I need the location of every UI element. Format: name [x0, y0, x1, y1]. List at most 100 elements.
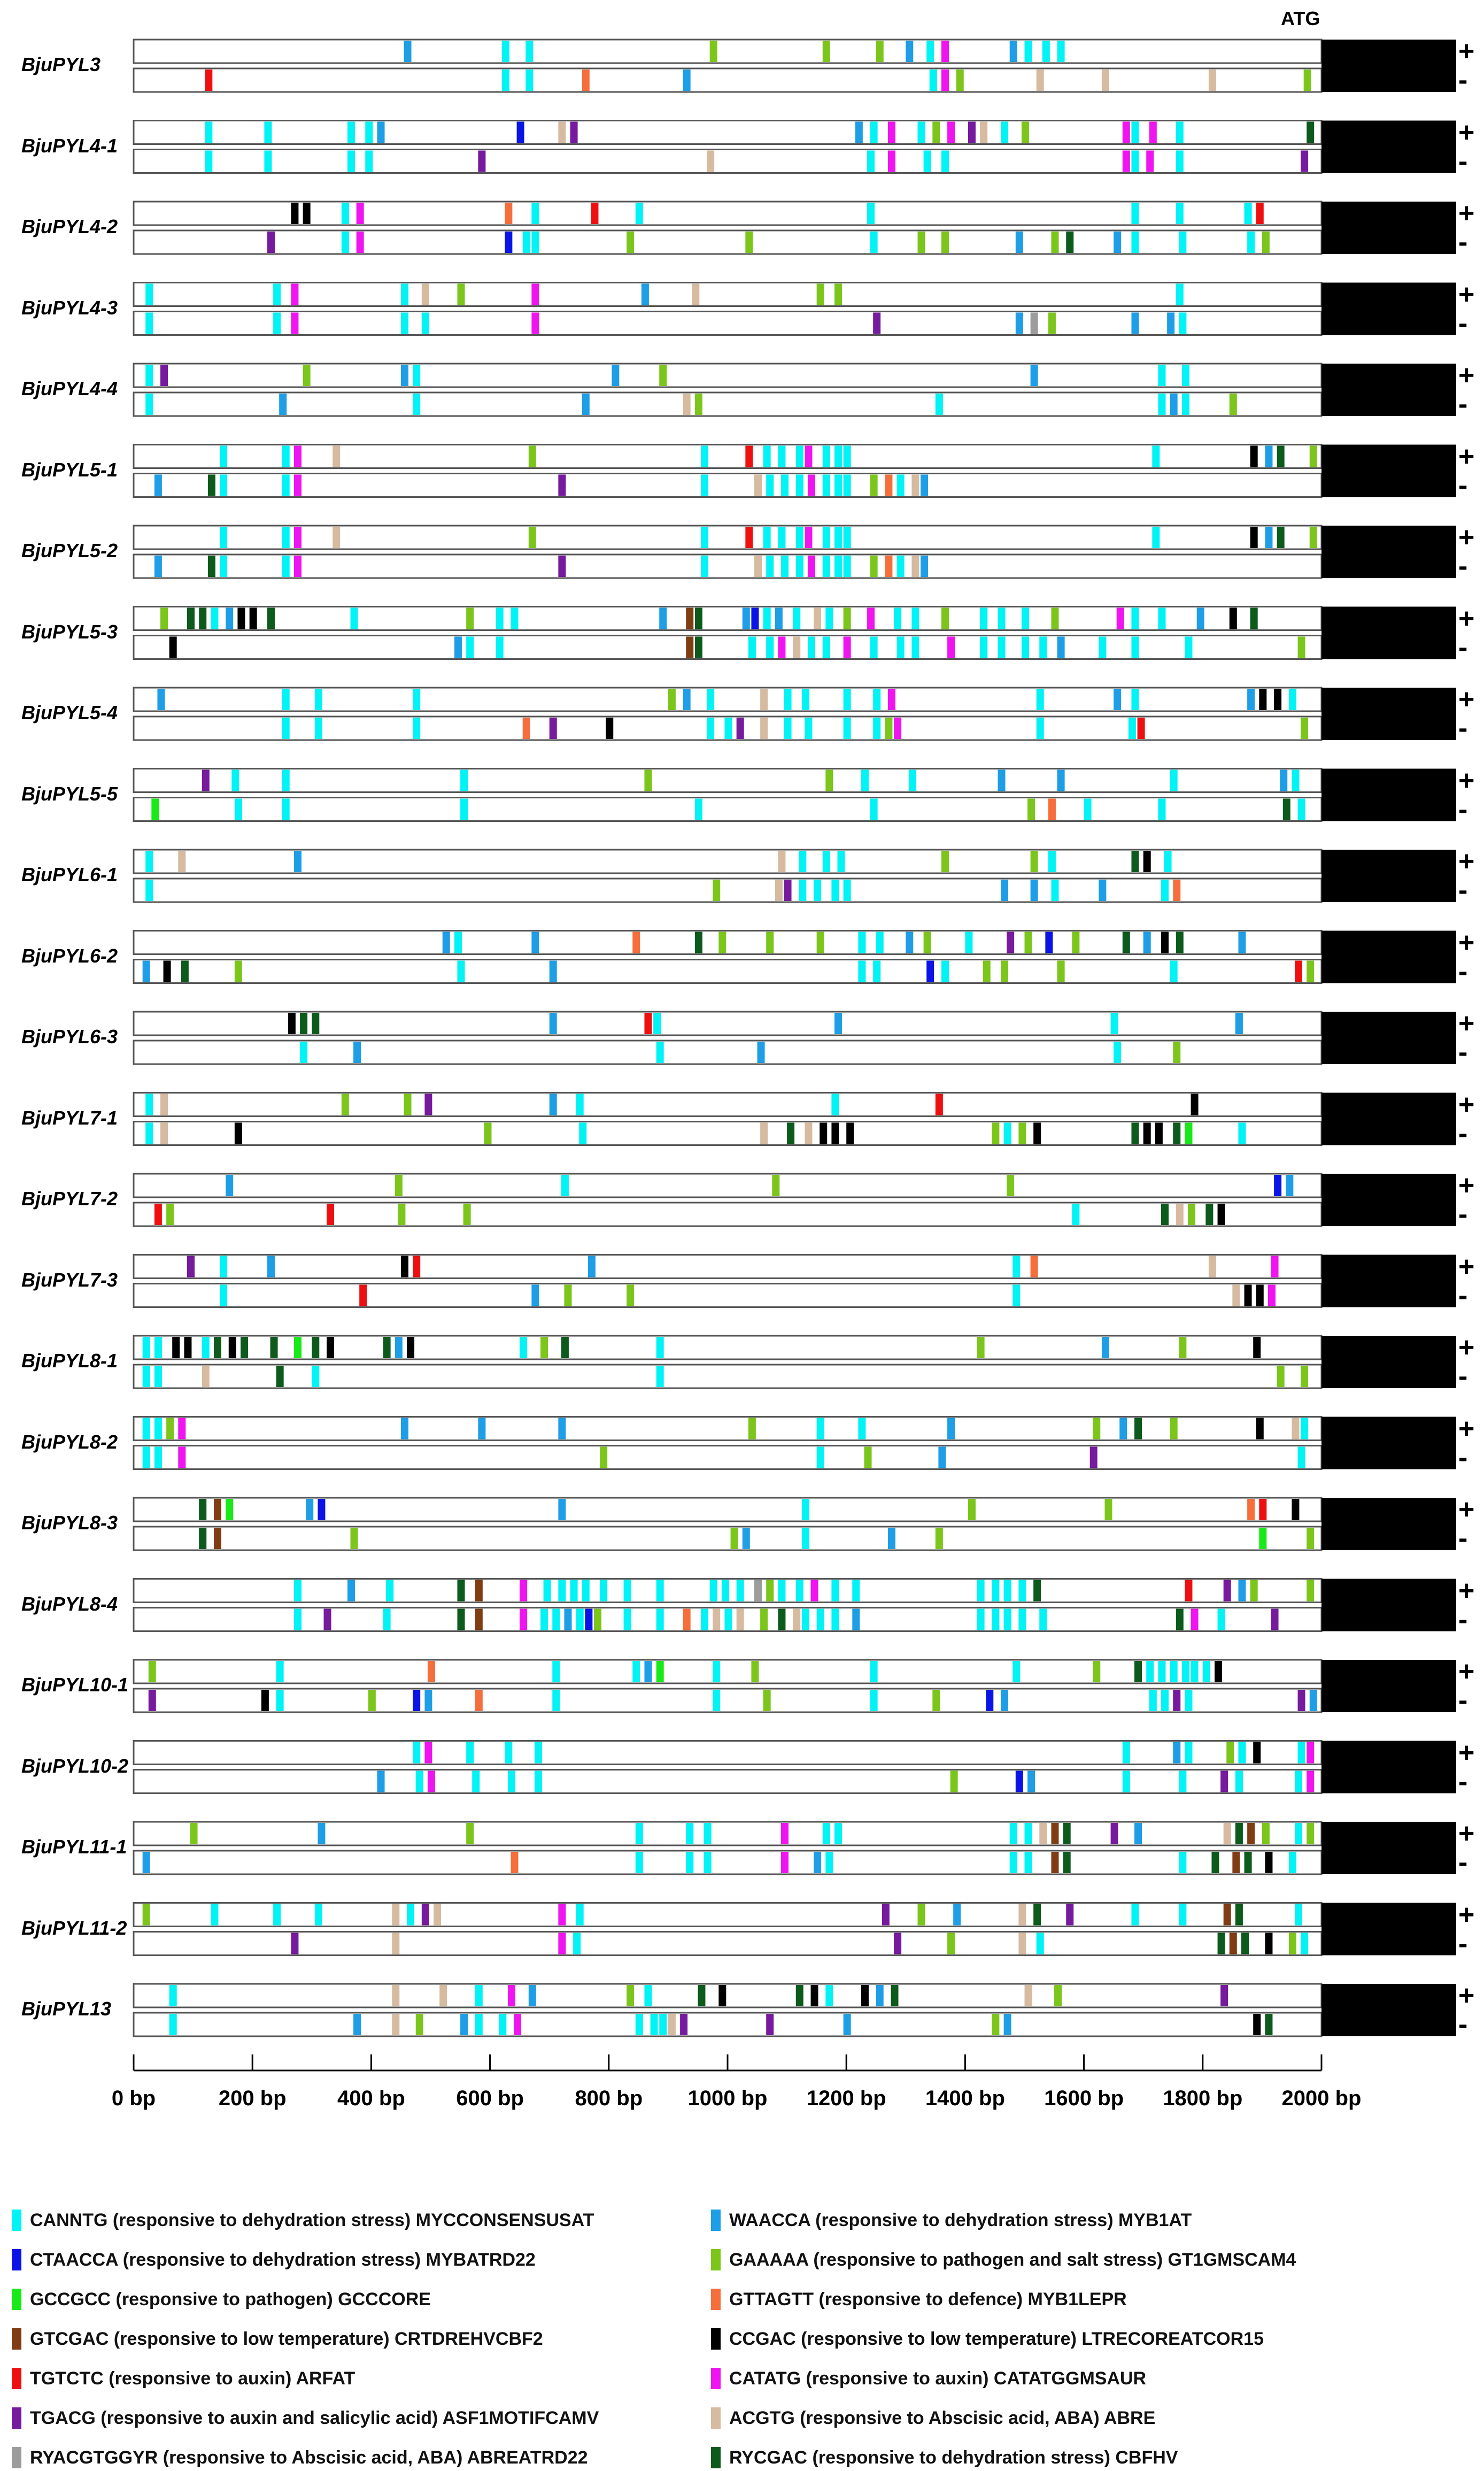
- x-axis-tick-label: 0 bp: [111, 2087, 156, 2110]
- motif-myb1-mark: [400, 1418, 408, 1440]
- motif-gt1-mark: [404, 1094, 412, 1115]
- motif-cbf-mark: [383, 1337, 391, 1358]
- motif-myc-mark: [822, 445, 830, 467]
- plus-strand-bar: [133, 1254, 1323, 1279]
- motif-myc-mark: [531, 203, 539, 224]
- motif-gt1-mark: [1072, 932, 1080, 953]
- motif-myc-mark: [635, 1823, 643, 1844]
- motif-myb1-mark: [659, 607, 667, 629]
- motif-myc-mark: [231, 769, 239, 791]
- motif-crt-mark: [475, 1608, 483, 1630]
- motif-myba-mark: [751, 607, 759, 629]
- motif-asf-mark: [478, 150, 486, 172]
- motif-myb1-mark: [1057, 769, 1065, 791]
- motif-myc-mark: [1024, 41, 1032, 62]
- motif-gt1-mark: [1307, 1528, 1315, 1549]
- motif-gt1-mark: [1262, 1823, 1270, 1844]
- motif-cbf-mark: [312, 1013, 320, 1034]
- motif-myc-mark: [552, 1661, 560, 1682]
- motif-gt1-mark: [1309, 445, 1317, 467]
- minus-strand-bar: [133, 1931, 1323, 1956]
- motif-cat-mark: [293, 556, 302, 577]
- x-axis-tick-label: 1600 bp: [1044, 2087, 1124, 2110]
- motif-asf-mark: [1007, 932, 1015, 953]
- motif-myc-mark: [795, 527, 803, 548]
- motif-myc-mark: [413, 689, 421, 710]
- atg-coding-block: [1321, 40, 1456, 92]
- motif-myc-mark: [1018, 1580, 1026, 1602]
- motif-myc-mark: [142, 1366, 150, 1387]
- motif-crt-mark: [686, 636, 694, 658]
- motif-myc-mark: [1179, 1852, 1187, 1873]
- motif-cbf-mark: [561, 1337, 569, 1358]
- legend-text: WAACCA (responsive to dehydration stress…: [729, 2210, 1192, 2230]
- motif-cat-mark: [947, 121, 955, 143]
- motif-cbf-mark: [694, 607, 702, 629]
- motif-myc-mark: [834, 1823, 842, 1844]
- minus-strand-sign: -: [1458, 956, 1468, 987]
- motif-myc-mark: [1039, 1608, 1047, 1630]
- motif-myc-mark: [926, 41, 934, 62]
- plus-strand-sign: +: [1458, 279, 1475, 310]
- motif-myc-mark: [600, 1580, 608, 1602]
- motif-myc-mark: [145, 1094, 153, 1115]
- motif-gt1-mark: [822, 41, 830, 62]
- motif-cat-mark: [1271, 1256, 1279, 1277]
- motif-myb1-mark: [1238, 1580, 1246, 1602]
- motif-gt1-mark: [627, 1284, 635, 1306]
- motif-asf-mark: [558, 556, 566, 577]
- motif-abre-mark: [333, 527, 341, 548]
- atg-coding-block: [1321, 1336, 1456, 1388]
- motif-abre-mark: [668, 2014, 676, 2035]
- atg-coding-block: [1321, 606, 1456, 659]
- legend-text: GCCGCC (responsive to pathogen) GCCCORE: [30, 2289, 431, 2310]
- motif-myc-mark: [1297, 1446, 1305, 1468]
- legend-text: RYCGAC (responsive to dehydration stress…: [729, 2447, 1178, 2468]
- motif-gt1-mark: [968, 1499, 976, 1520]
- minus-strand-bar: [133, 553, 1323, 579]
- motif-myc-mark: [1018, 1608, 1026, 1630]
- x-axis-tick-label: 600 bp: [456, 2087, 524, 2110]
- motif-myc-mark: [1048, 851, 1056, 872]
- minus-strand-bar: [133, 959, 1323, 984]
- motif-abre-mark: [1223, 1823, 1231, 1844]
- motif-myb1-mark: [353, 2014, 361, 2035]
- motif-gt1-mark: [1173, 1042, 1181, 1063]
- motif-cat-mark: [178, 1418, 186, 1440]
- plus-strand-bar: [133, 39, 1323, 64]
- x-axis-tick-label: 1400 bp: [925, 2087, 1005, 2110]
- plus-strand-sign: +: [1458, 1332, 1475, 1363]
- minus-strand-sign: -: [1458, 145, 1468, 177]
- motif-cbf-mark: [213, 1337, 221, 1358]
- motif-asf-mark: [187, 1256, 195, 1277]
- gene-row: [133, 39, 1456, 93]
- motif-mybl-mark: [505, 203, 513, 224]
- minus-strand-sign: -: [1458, 1847, 1468, 1878]
- motif-asf-mark: [421, 1904, 429, 1926]
- motif-myc-mark: [858, 932, 866, 953]
- legend-swatch: [711, 2289, 721, 2310]
- minus-strand-bar: [133, 1688, 1323, 1713]
- motif-myb1-mark: [1030, 365, 1038, 386]
- motif-myc-mark: [709, 1580, 717, 1602]
- gene-row: [133, 201, 1456, 255]
- motif-ltr-mark: [1250, 445, 1258, 467]
- motif-myc-mark: [894, 607, 902, 629]
- motif-myc-mark: [694, 798, 702, 820]
- motif-gt1-mark: [148, 1661, 156, 1682]
- motif-myc-mark: [1191, 1661, 1199, 1682]
- motif-abre-mark: [1024, 1985, 1032, 2006]
- motif-gt1-mark: [816, 932, 824, 953]
- motif-myb1-mark: [683, 689, 691, 710]
- motif-arf-mark: [154, 1204, 162, 1225]
- atg-coding-block: [1321, 364, 1456, 416]
- motif-myb1-mark: [353, 1042, 361, 1063]
- motif-gt1-mark: [466, 607, 474, 629]
- motif-myb1-mark: [855, 121, 863, 143]
- motif-abre-mark: [421, 283, 429, 305]
- legend-text: TGTCTC (responsive to auxin) ARFAT: [30, 2368, 355, 2389]
- motif-gcc-mark: [1259, 1528, 1267, 1549]
- motif-asf-mark: [736, 718, 744, 739]
- minus-strand-bar: [133, 635, 1323, 660]
- motif-myb1-mark: [1131, 312, 1139, 334]
